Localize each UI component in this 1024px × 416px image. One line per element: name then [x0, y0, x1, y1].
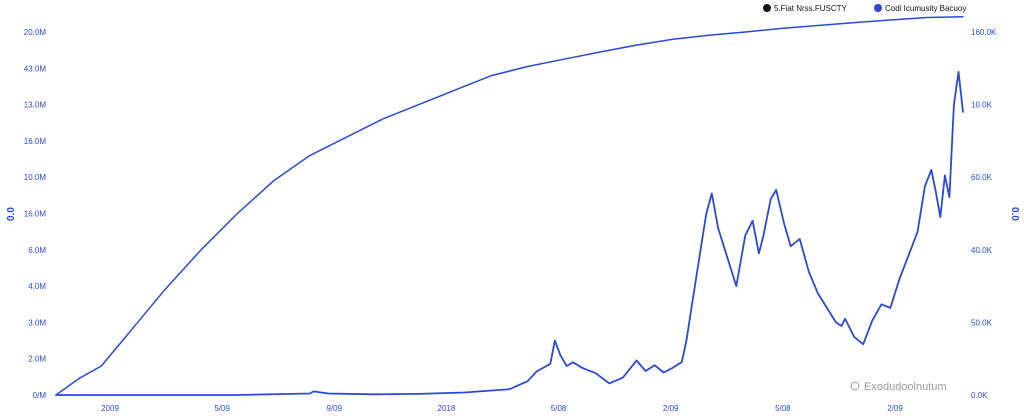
x-tick-label-2: 9/09: [326, 404, 342, 413]
y-left-tick-label-8: 13.0M: [24, 101, 47, 110]
left-axis-label: 0.0: [6, 207, 17, 221]
legend-marker-0: [763, 4, 771, 12]
x-axis-ticks: 2009 5/09 9/09 2018 5/08 2/09 5/08 2/09: [101, 404, 903, 413]
y-left-tick-label-6: 10.0M: [24, 173, 47, 182]
watermark-icon: [850, 381, 860, 391]
right-axis-ticks: 0.0K 50.0K 40.0K 60.0K 10.0K 160.0K: [971, 28, 997, 400]
y-left-tick-label-9: 43.0M: [24, 64, 47, 73]
y-left-tick-label-2: 3.0M: [28, 318, 46, 327]
y-left-tick-label-0: 0/M: [33, 391, 47, 400]
legend-label-1: Codi Icumusity Bacuoy: [885, 4, 966, 13]
y-right-tick-label-2: 40.0K: [971, 246, 993, 255]
x-tick-label-5: 2/09: [663, 404, 679, 413]
y-right-tick-label-5: 160.0K: [971, 28, 997, 37]
x-tick-label-0: 2009: [101, 404, 119, 413]
left-axis-ticks: 0/M 2.0M 3.0M 4.0M 6.0M 16.0M 10.0M 16.0M 13.0M 4…: [24, 28, 47, 400]
y-left-tick-label-1: 2.0M: [28, 355, 46, 364]
x-tick-label-3: 2018: [438, 404, 456, 413]
legend-label-0: 5.Fiat Nrss.FUSCTY: [774, 4, 848, 13]
y-right-tick-label-0: 0.0K: [971, 391, 988, 400]
watermark: Exodudoolnutum: [850, 381, 947, 393]
x-tick-label-1: 5/09: [214, 404, 230, 413]
legend: 5.Fiat Nrss.FUSCTY Codi Icumusity Bacuoy: [763, 4, 966, 13]
y-right-tick-label-1: 50.0K: [971, 318, 993, 327]
y-left-tick-label-4: 6.0M: [28, 246, 46, 255]
right-axis-label: 0.0: [1009, 207, 1020, 221]
series-line-0: [55, 16, 964, 396]
x-tick-label-7: 2/09: [887, 404, 903, 413]
y-left-tick-label-5: 16.0M: [24, 210, 47, 219]
y-left-tick-label-3: 4.0M: [28, 282, 46, 291]
y-left-tick-label-7: 16.0M: [24, 137, 47, 146]
series-line-1: [55, 71, 964, 396]
y-right-tick-label-4: 10.0K: [971, 101, 993, 110]
y-left-tick-label-10: 20.0M: [24, 28, 47, 37]
watermark-text: Exodudoolnutum: [864, 381, 947, 393]
series-group: [55, 16, 964, 396]
y-right-tick-label-3: 60.0K: [971, 173, 993, 182]
x-tick-label-4: 5/08: [551, 404, 567, 413]
x-tick-label-6: 5/08: [775, 404, 791, 413]
legend-marker-1: [874, 4, 882, 12]
